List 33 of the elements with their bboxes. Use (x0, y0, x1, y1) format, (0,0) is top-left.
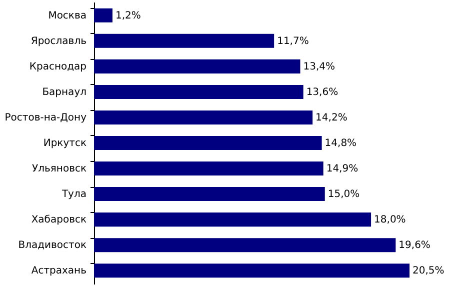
data-label: 1,2% (115, 10, 141, 22)
bar (94, 136, 322, 150)
data-label: 14,8% (324, 138, 357, 149)
y-tick-label: Барнаул (42, 86, 86, 98)
data-label: 20,5% (412, 266, 444, 277)
y-tick-label: Иркутск (43, 138, 86, 149)
y-tick-label: Тула (60, 189, 86, 200)
bar (94, 162, 324, 176)
y-tick-label: Владивосток (18, 240, 86, 252)
y-tick-label: Астрахань (31, 266, 87, 277)
y-tick-label: Москва (48, 10, 86, 22)
y-tick-label: Ульяновск (32, 164, 86, 175)
bar (94, 8, 112, 22)
y-tick-label: Ростов-на-Дону (4, 112, 87, 124)
data-label: 13,4% (303, 61, 336, 72)
bar (94, 59, 300, 74)
y-tick-label: Ярославль (30, 36, 87, 47)
bar (94, 34, 274, 48)
bar (94, 238, 396, 252)
data-label: 13,6% (306, 86, 338, 98)
y-tick-label: Хабаровск (31, 214, 86, 226)
bar (94, 264, 410, 278)
bar (94, 84, 304, 99)
y-tick-label: Краснодар (29, 61, 86, 72)
data-label: 18,0% (374, 214, 406, 226)
data-label: 15,0% (328, 189, 360, 200)
bar (94, 212, 372, 227)
data-label: 14,2% (316, 112, 348, 124)
data-label: 11,7% (277, 36, 309, 47)
data-label: 14,9% (326, 164, 358, 175)
bar (94, 110, 313, 124)
bar (94, 187, 325, 202)
data-label: 19,6% (398, 240, 430, 252)
